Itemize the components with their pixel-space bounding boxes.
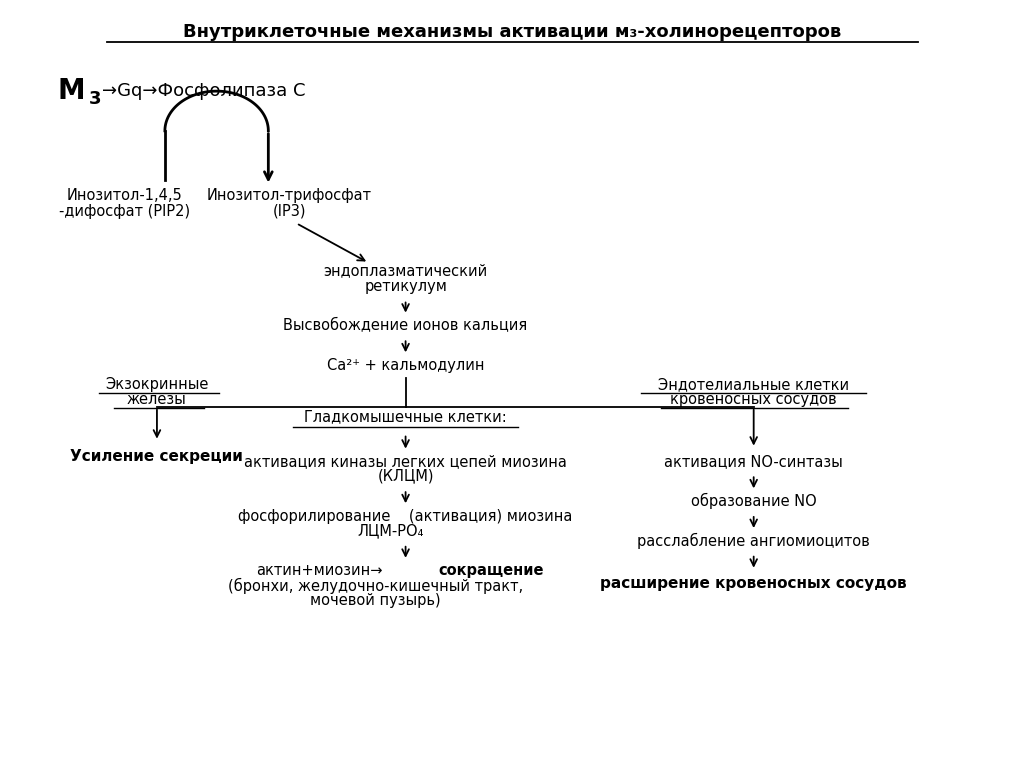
Text: -дифосфат (PIP2): -дифосфат (PIP2): [58, 204, 189, 219]
Text: Внутриклеточные механизмы активации м₃-холинорецепторов: Внутриклеточные механизмы активации м₃-х…: [183, 22, 841, 41]
Text: Экзокринные: Экзокринные: [105, 377, 209, 393]
Text: →Gq→Фосфолипаза С: →Gq→Фосфолипаза С: [102, 82, 306, 100]
Text: фосфорилирование    (активация) миозина: фосфорилирование (активация) миозина: [239, 509, 572, 524]
Text: мочевой пузырь): мочевой пузырь): [310, 593, 441, 608]
Text: активация киназы легких цепей миозина: активация киназы легких цепей миозина: [244, 454, 567, 469]
Text: (КЛЦМ): (КЛЦМ): [377, 469, 434, 484]
Text: эндоплазматический: эндоплазматический: [324, 263, 487, 278]
Text: железы: железы: [127, 393, 186, 407]
Text: 3: 3: [89, 90, 101, 108]
Text: актин+миозин→: актин+миозин→: [256, 563, 383, 578]
Text: Гладкомышечные клетки:: Гладкомышечные клетки:: [304, 410, 507, 424]
Text: активация NO-синтазы: активация NO-синтазы: [665, 454, 843, 469]
Text: кровеносных сосудов: кровеносных сосудов: [671, 393, 837, 407]
Text: расширение кровеносных сосудов: расширение кровеносных сосудов: [600, 576, 907, 591]
Text: ретикулум: ретикулум: [365, 279, 447, 295]
Text: образование NO: образование NO: [691, 493, 816, 509]
Text: расслабление ангиомиоцитов: расслабление ангиомиоцитов: [637, 533, 870, 549]
Text: M: M: [57, 77, 85, 105]
Text: Инозитол-трифосфат: Инозитол-трифосфат: [207, 188, 372, 203]
Text: ЛЦМ-РО₄: ЛЦМ-РО₄: [357, 523, 424, 538]
Text: (бронхи, желудочно-кишечный тракт,: (бронхи, желудочно-кишечный тракт,: [228, 578, 523, 594]
Text: Эндотелиальные клетки: Эндотелиальные клетки: [658, 377, 849, 393]
Text: (IP3): (IP3): [272, 204, 306, 219]
Text: Усиление секреции: Усиление секреции: [71, 449, 244, 464]
Text: Высвобождение ионов кальция: Высвобождение ионов кальция: [284, 318, 527, 333]
Text: Инозитол-1,4,5: Инозитол-1,4,5: [67, 188, 182, 203]
Text: сокращение: сокращение: [438, 563, 544, 578]
Text: Ca²⁺ + кальмодулин: Ca²⁺ + кальмодулин: [327, 357, 484, 373]
